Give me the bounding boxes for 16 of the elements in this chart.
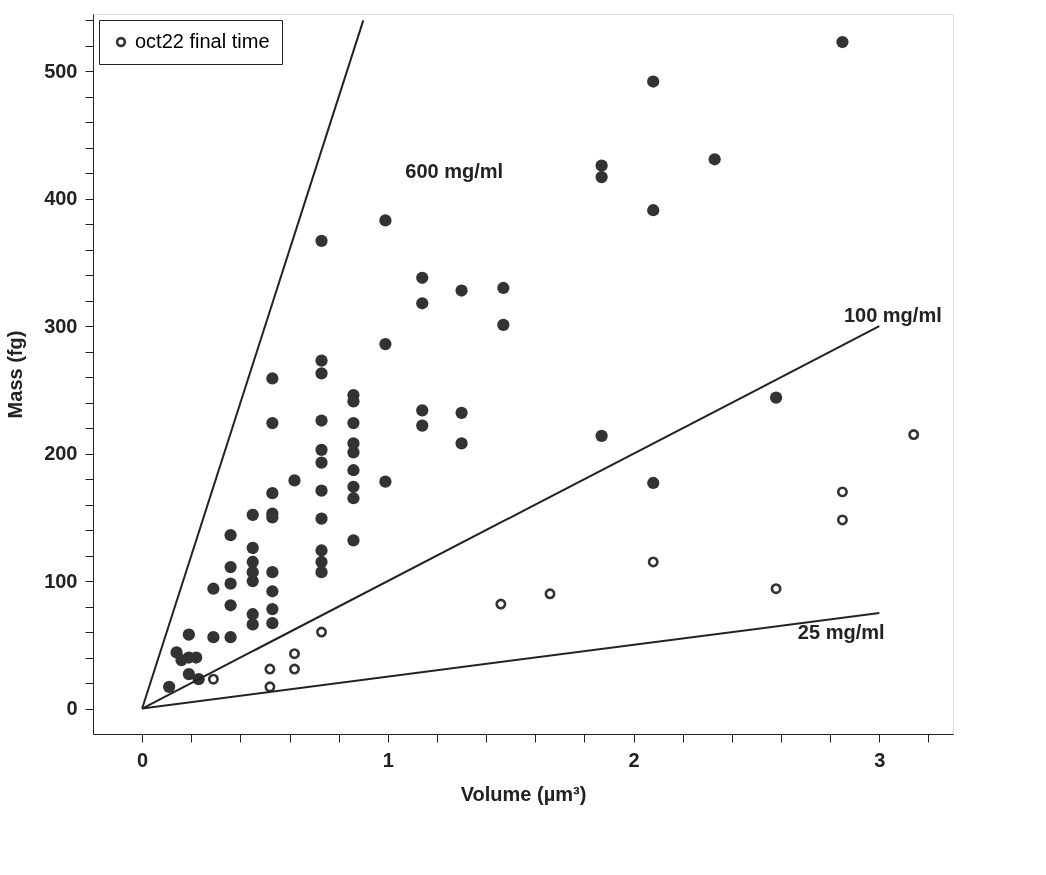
x-tick-label: 0 <box>137 748 149 771</box>
y-tick-label: 100 <box>44 569 78 592</box>
y-tick-label: 0 <box>66 697 78 720</box>
y-tick-label: 200 <box>44 442 78 465</box>
y-tick-label: 400 <box>44 187 78 210</box>
legend-label: oct22 final time <box>135 30 270 52</box>
annotation: 600 mg/ml <box>405 160 504 183</box>
y-tick-label: 500 <box>44 59 78 82</box>
x-tick-label: 1 <box>382 748 394 771</box>
annotation: 100 mg/ml <box>843 304 942 327</box>
x-axis-title: Volume (µm³) <box>460 782 587 805</box>
y-tick-label: 300 <box>44 314 78 337</box>
x-tick-label: 2 <box>628 748 640 771</box>
x-tick-label: 3 <box>874 748 886 771</box>
y-axis-title: Mass (fg) <box>4 330 27 419</box>
annotation: 25 mg/ml <box>797 621 885 644</box>
